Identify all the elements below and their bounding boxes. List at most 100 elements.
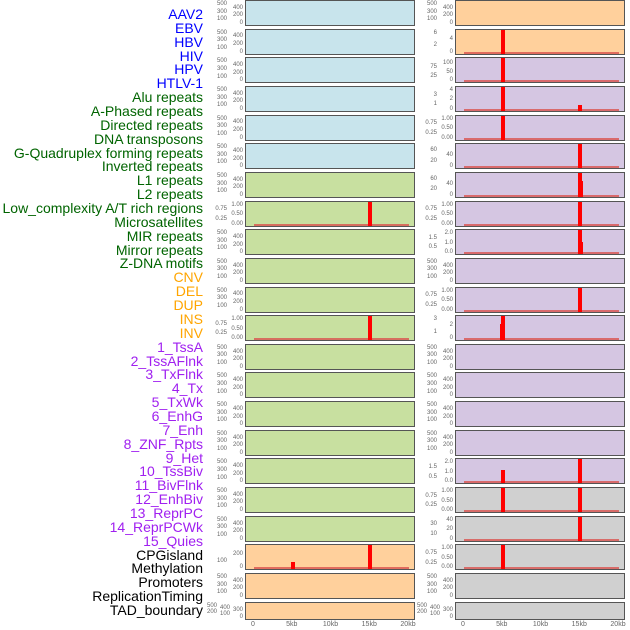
y-tick-label: 0 (449, 421, 453, 428)
baseline (464, 223, 619, 226)
y-tick-label: 300 (216, 65, 227, 72)
y-tick-label: 0 (239, 421, 243, 428)
y-tick-label: 500 (216, 574, 227, 580)
y-tick-label: 0 (239, 48, 243, 55)
y-tick-label: 0.00 (231, 220, 243, 227)
track-label: Low_complexity A/T rich regions (2, 200, 204, 217)
y-tick-label: 0 (449, 593, 453, 599)
y-tick-label: 400 (232, 262, 243, 269)
track-label: 14_ReprPCWk (109, 518, 203, 535)
track-panel-left (245, 429, 415, 456)
y-tick-label: 300 (216, 295, 227, 302)
y-tick-label: 2.0 (444, 459, 453, 466)
y-tick-label: 0 (449, 335, 453, 342)
track-label: 3_TxFlnk (145, 366, 203, 383)
track-label: Z-DNA motifs (119, 255, 203, 272)
y-tick-label: 0.75 (425, 492, 437, 499)
data-bar (290, 561, 295, 570)
data-bar (578, 287, 583, 312)
y-tick-label: 0.25 (215, 215, 227, 222)
y-tick-label: 1.00 (441, 545, 453, 552)
track-panel-right (455, 458, 625, 485)
y-tick-label: 200 (442, 585, 453, 592)
track-label: 15_Quies (143, 532, 203, 549)
y-tick-label: 0.50 (231, 325, 243, 332)
y-tick-label: 100 (216, 130, 227, 137)
y-tick-label: 100 (426, 388, 437, 395)
y-tick-label: 300 (216, 151, 227, 158)
y-tick-label: 0.5 (428, 244, 437, 251)
y-tick-label: 400 (232, 148, 243, 155)
y-tick-label: 500 (216, 1, 227, 7)
data-bar (578, 516, 583, 541)
data-bar (500, 545, 505, 570)
track-label: 6_EnhG (151, 407, 203, 424)
y-tick-label: 0.0 (444, 249, 453, 256)
track-label: MIR repeats (126, 227, 203, 244)
y-tick-label: 0 (449, 277, 453, 284)
data-bar (500, 470, 505, 484)
y-tick-label: 2 (449, 322, 453, 329)
y-tick-label: 300 (426, 381, 437, 388)
y-tick-label: 500 (216, 488, 227, 495)
y-tick-label: 500 (426, 574, 437, 580)
y-tick-label: 0.75 (425, 120, 437, 127)
y-tick-label: 100 (219, 611, 230, 618)
baseline (464, 567, 619, 570)
track-panel-left (245, 257, 415, 284)
track-panel-right (455, 229, 625, 256)
y-tick-label: 0.50 (441, 211, 453, 218)
y-tick-label: 0 (239, 105, 243, 112)
track-label: G-Quadruplex forming repeats (13, 144, 203, 161)
track-panel-right (455, 286, 625, 313)
data-bar (578, 201, 583, 226)
y-tick-label: 0 (449, 363, 453, 370)
y-tick-label: 400 (232, 405, 243, 412)
y-tick-label: 100 (216, 417, 227, 424)
y-tick-label: 200 (232, 41, 243, 48)
y-tick-label: 200 (232, 550, 243, 557)
y-tick-label: 200 (232, 413, 243, 420)
track-panel-left (245, 401, 415, 428)
track-label: DUP (173, 297, 203, 314)
track-label: 11_BivFlnk (134, 477, 203, 494)
y-tick-label: 200 (232, 298, 243, 305)
y-tick-label: 500 (216, 344, 227, 351)
data-bar (578, 104, 583, 111)
track-label: 5_TxWk (151, 394, 203, 411)
y-tick-label: 100 (426, 445, 437, 452)
y-tick-label: 0.00 (441, 306, 453, 313)
track-label: Methylation (131, 560, 203, 577)
y-tick-label: 500 (216, 287, 227, 294)
track-label: Alu repeats (132, 89, 203, 106)
track-panel-left (245, 143, 415, 170)
y-tick-label: 100 (216, 531, 227, 538)
y-tick-label: 200 (442, 12, 453, 19)
y-tick-label: 500 (216, 115, 227, 122)
track-panel-right (455, 0, 625, 26)
y-tick-label: 100 (426, 274, 437, 281)
track-label: TAD_boundary (109, 601, 203, 618)
track-panel-left (245, 315, 415, 342)
track-panel-left (245, 573, 415, 599)
track-label: 13_ReprPC (129, 504, 203, 521)
track-panel-left (245, 372, 415, 399)
y-tick-label: 60 (430, 146, 437, 153)
track-panel-right (455, 114, 625, 141)
y-tick-label: 500 (216, 373, 227, 380)
y-tick-label: 300 (216, 180, 227, 187)
y-tick-label: 200 (232, 442, 243, 449)
baseline (464, 108, 619, 111)
y-tick-label: 500 (216, 144, 227, 151)
y-tick-label: 500 (426, 258, 437, 265)
y-tick-label: 0.25 (425, 301, 437, 308)
track-label: CPGisland (136, 546, 203, 563)
y-tick-label: 500 (426, 1, 437, 7)
y-tick-label: 100 (442, 60, 453, 67)
y-tick-label: 500 (216, 402, 227, 409)
y-tick-label: 200 (232, 585, 243, 592)
y-tick-label: 200 (232, 356, 243, 363)
data-bar (578, 144, 583, 169)
baseline (464, 338, 619, 341)
y-tick-label: 300 (216, 381, 227, 388)
